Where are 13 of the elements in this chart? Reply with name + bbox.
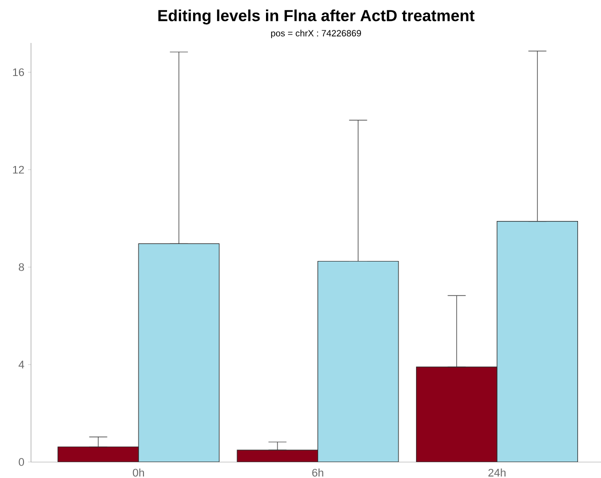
chart-title: Editing levels in Flna after ActD treatment [158, 10, 474, 24]
y-tick-label: 16 [13, 68, 24, 76]
chart-subtitle: pos = chrX : 74226869 [271, 30, 361, 38]
x-tick-label: 6h [312, 468, 324, 477]
y-tick-label: 4 [18, 360, 24, 368]
y-tick-label: 8 [18, 263, 24, 271]
bar [318, 260, 399, 462]
bar [496, 221, 578, 462]
x-tick-label: 24h [488, 468, 506, 476]
y-tick-label: 0 [18, 458, 24, 466]
bar [138, 243, 220, 462]
y-tick-label: 12 [13, 166, 24, 174]
x-tick-label: 0h [132, 468, 144, 477]
